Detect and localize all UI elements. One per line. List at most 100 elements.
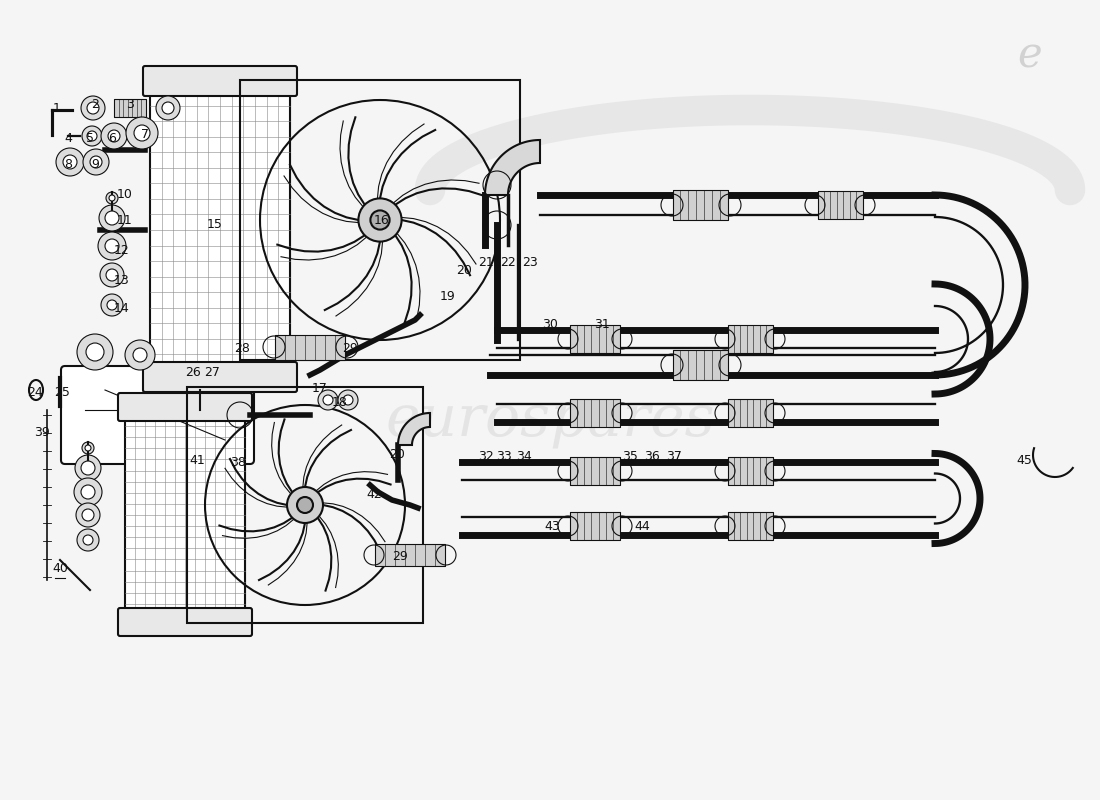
Text: 17: 17 <box>312 382 328 394</box>
Bar <box>150 90 290 370</box>
Circle shape <box>101 294 123 316</box>
Circle shape <box>76 503 100 527</box>
Text: 41: 41 <box>189 454 205 466</box>
FancyBboxPatch shape <box>60 366 254 464</box>
Circle shape <box>98 232 126 260</box>
Text: 39: 39 <box>34 426 50 439</box>
Text: 29: 29 <box>342 342 358 355</box>
Text: 18: 18 <box>332 397 348 410</box>
Circle shape <box>101 123 127 149</box>
Text: 9: 9 <box>91 158 99 171</box>
Bar <box>570 325 620 353</box>
Bar <box>817 191 862 219</box>
Text: 40: 40 <box>52 562 68 574</box>
Circle shape <box>82 149 109 175</box>
Circle shape <box>108 130 120 142</box>
Text: 42: 42 <box>366 487 382 501</box>
Text: 16: 16 <box>374 214 389 226</box>
Circle shape <box>106 192 118 204</box>
Text: 6: 6 <box>108 131 115 145</box>
Circle shape <box>77 334 113 370</box>
Circle shape <box>82 442 94 454</box>
Bar <box>727 512 772 540</box>
Circle shape <box>100 263 124 287</box>
Text: 7: 7 <box>141 129 149 142</box>
Circle shape <box>133 348 147 362</box>
Circle shape <box>359 198 402 242</box>
Text: 30: 30 <box>542 318 558 331</box>
Bar <box>375 544 446 566</box>
Text: 14: 14 <box>114 302 130 314</box>
Text: 24: 24 <box>28 386 43 399</box>
Text: 3: 3 <box>126 98 134 111</box>
Circle shape <box>86 343 104 361</box>
Circle shape <box>318 390 338 410</box>
Text: 8: 8 <box>64 158 72 171</box>
Circle shape <box>75 455 101 481</box>
Text: 23: 23 <box>522 255 538 269</box>
Circle shape <box>338 390 358 410</box>
Text: 25: 25 <box>54 386 70 399</box>
FancyBboxPatch shape <box>118 608 252 636</box>
Text: e: e <box>1018 34 1043 76</box>
Text: 12: 12 <box>114 243 130 257</box>
Circle shape <box>82 126 102 146</box>
Circle shape <box>81 485 95 499</box>
Polygon shape <box>398 413 430 445</box>
Text: 21: 21 <box>478 255 494 269</box>
Circle shape <box>82 535 94 545</box>
FancyBboxPatch shape <box>143 66 297 96</box>
Circle shape <box>99 205 125 231</box>
Circle shape <box>156 96 180 120</box>
Bar <box>570 399 620 427</box>
Text: 35: 35 <box>623 450 638 462</box>
Text: 10: 10 <box>117 189 133 202</box>
Bar <box>672 350 727 380</box>
Text: 32: 32 <box>478 450 494 462</box>
Text: 1: 1 <box>53 102 60 114</box>
Circle shape <box>85 445 91 451</box>
Circle shape <box>56 148 84 176</box>
Text: 29: 29 <box>392 550 408 562</box>
Circle shape <box>63 155 77 169</box>
Bar <box>125 415 245 615</box>
Bar <box>727 399 772 427</box>
Circle shape <box>74 478 102 506</box>
Text: 19: 19 <box>440 290 455 303</box>
Bar <box>727 325 772 353</box>
Circle shape <box>77 529 99 551</box>
FancyBboxPatch shape <box>143 362 297 392</box>
Circle shape <box>90 156 102 168</box>
Text: 45: 45 <box>1016 454 1032 466</box>
Circle shape <box>343 395 353 405</box>
Circle shape <box>109 195 116 201</box>
Circle shape <box>104 239 119 253</box>
Circle shape <box>107 300 117 310</box>
Bar <box>240 80 520 360</box>
Text: 34: 34 <box>516 450 532 462</box>
Circle shape <box>104 211 119 225</box>
Text: 5: 5 <box>86 131 94 145</box>
Text: eurospares: eurospares <box>385 392 715 448</box>
Text: 36: 36 <box>645 450 660 462</box>
Text: 4: 4 <box>64 131 72 145</box>
Circle shape <box>125 340 155 370</box>
Circle shape <box>81 96 104 120</box>
Text: 31: 31 <box>594 318 609 331</box>
Text: 44: 44 <box>634 519 650 533</box>
Bar <box>187 387 424 623</box>
Circle shape <box>162 102 174 114</box>
Text: 28: 28 <box>234 342 250 355</box>
Bar <box>275 334 345 359</box>
Circle shape <box>106 269 118 281</box>
Text: 13: 13 <box>114 274 130 286</box>
Circle shape <box>287 487 323 523</box>
FancyBboxPatch shape <box>118 393 252 421</box>
Circle shape <box>134 125 150 141</box>
Text: 43: 43 <box>544 519 560 533</box>
Text: 33: 33 <box>496 450 512 462</box>
Polygon shape <box>485 140 540 195</box>
Circle shape <box>126 117 158 149</box>
Circle shape <box>82 509 94 521</box>
Circle shape <box>81 461 95 475</box>
